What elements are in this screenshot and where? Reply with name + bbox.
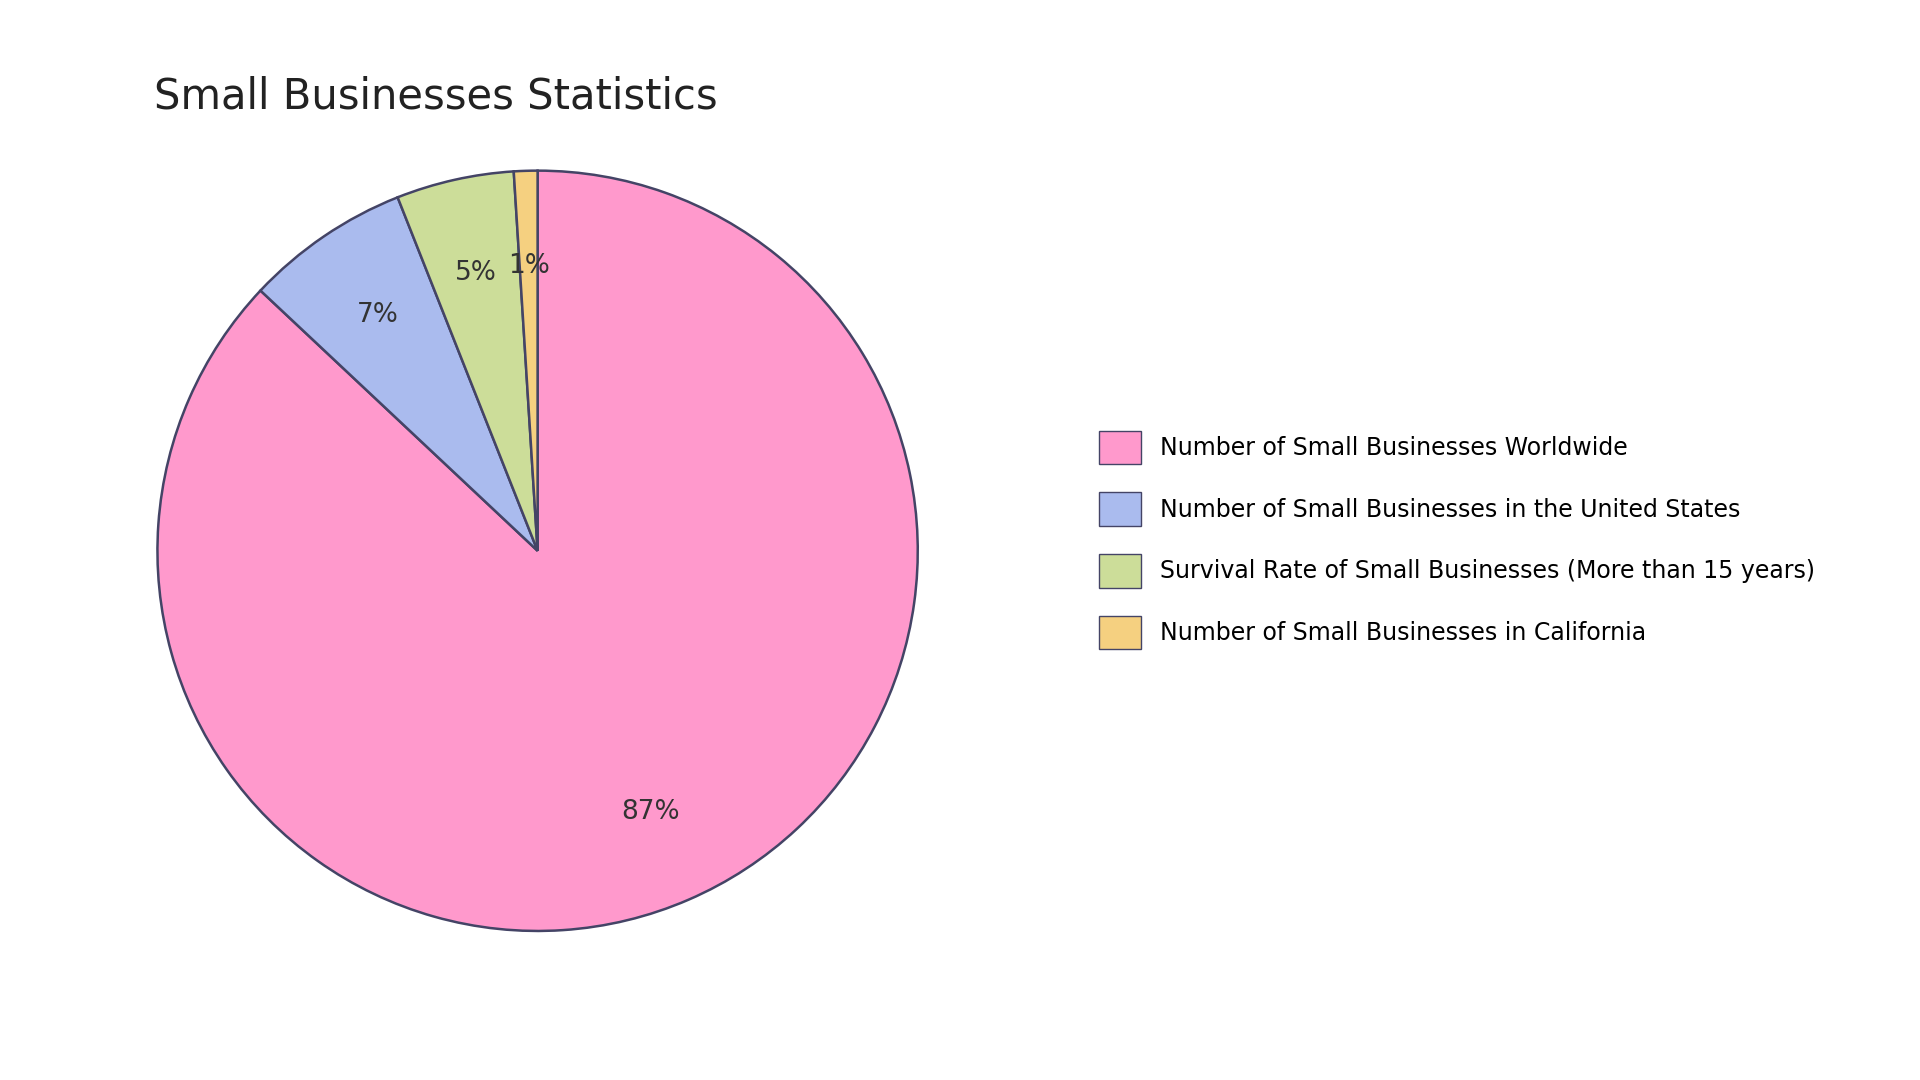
Legend: Number of Small Businesses Worldwide, Number of Small Businesses in the United S: Number of Small Businesses Worldwide, Nu… [1087, 419, 1828, 661]
Wedge shape [397, 172, 538, 551]
Wedge shape [515, 171, 538, 551]
Text: 5%: 5% [455, 259, 497, 285]
Text: 87%: 87% [622, 799, 680, 825]
Text: Small Businesses Statistics: Small Businesses Statistics [154, 76, 718, 118]
Text: 1%: 1% [507, 253, 549, 279]
Wedge shape [261, 198, 538, 551]
Text: 7%: 7% [357, 302, 397, 328]
Wedge shape [157, 171, 918, 931]
